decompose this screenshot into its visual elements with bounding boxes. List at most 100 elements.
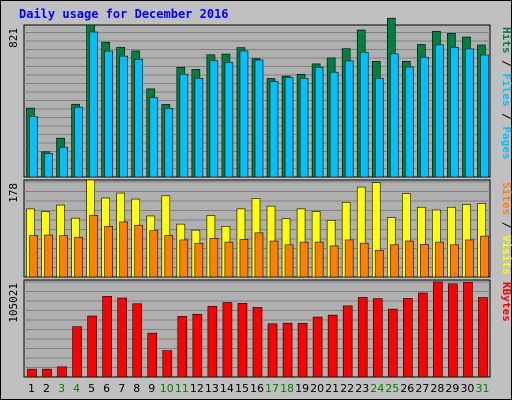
x-tick-label: 12 [190,382,204,395]
kbytes-kbytes-bar [357,297,368,378]
visits-sites-bar [284,244,294,278]
visits-sites-bar [480,235,489,278]
kbytes-kbytes-bar [433,281,443,378]
kbytes-kbytes-bar [57,366,67,378]
visits-sites-bar [179,239,189,278]
kbytes-kbytes-bar [463,281,473,378]
x-tick-label: 10 [160,382,174,395]
x-tick-label: 19 [295,382,309,395]
visits-sites-bar [104,226,113,278]
visits-legend-part: Sites [500,182,512,215]
hits-files-bar [164,108,174,178]
visits-sites-bar [74,236,83,278]
visits-sites-bar [405,240,414,278]
visits-sites-bar [344,239,354,278]
kbytes-kbytes-bar [42,368,52,378]
x-tick-label: 9 [148,382,155,395]
x-tick-label: 17 [265,382,279,395]
visits-sites-bar [164,235,174,278]
hits-files-bar [284,77,294,178]
visits-sites-bar [29,235,38,278]
kbytes-kbytes-bar [177,316,188,378]
kbytes-kbytes-bar [102,296,112,378]
kbytes-kbytes-bar [327,314,338,378]
kbytes-kbytes-bar [87,315,97,378]
visits-sites-bar [329,245,339,278]
x-tick-label: 23 [355,382,369,395]
hits-files-bar [344,60,354,178]
kbytes-kbytes-bar [282,322,293,378]
hits-legend-part: Files [500,73,512,106]
visits-sites-bar [269,240,279,278]
visits-sites-bar [119,221,128,278]
hits-files-bar [29,116,38,178]
x-tick-label: 30 [460,382,474,395]
kbytes-kbytes-bar [312,316,323,378]
x-tick-label: 8 [133,382,140,395]
hits-files-bar [224,62,234,178]
x-tick-label: 22 [340,382,354,395]
hits-files-bar [389,53,399,178]
hits-files-bar [179,73,189,178]
visits-sites-bar [239,239,249,278]
kbytes-kbytes-bar [72,326,82,378]
x-tick-label: 15 [235,382,249,395]
x-tick-label: 1 [28,382,35,395]
hits-files-bar [420,56,429,178]
hits-legend-part: Pages [500,126,512,159]
x-tick-label: 2 [43,382,50,395]
visits-sites-bar [44,234,53,278]
x-tick-label: 20 [310,382,324,395]
kbytes-kbytes-bar [297,323,308,378]
kbytes-kbytes-bar [448,283,458,378]
x-tick-label: 28 [430,382,444,395]
hits-files-bar [104,50,113,178]
hits-files-bar [435,44,444,178]
kbytes-kbytes-bar [147,332,158,378]
hits-files-bar [269,81,279,178]
x-tick-label: 6 [103,382,110,395]
visits-legend-part: / [500,215,512,235]
kbytes-kbytes-bar [192,313,203,378]
kbytes-kbytes-bar [387,308,398,378]
hits-files-bar [359,51,369,178]
hits-files-bar [74,106,83,178]
hits-files-bar [465,48,474,178]
visits-sites-bar [224,241,234,278]
visits-sites-bar [194,242,204,278]
kbytes-kbytes-bar [267,323,278,378]
kbytes-kbytes-bar [222,302,233,378]
kbytes-ymax-label: 105021 [7,283,20,323]
x-tick-label: 21 [325,382,339,395]
visits-legend-label: Sites / Visits [500,182,512,275]
visits-sites-bar [420,244,429,278]
hits-files-bar [59,146,68,178]
visits-sites-bar [450,244,459,278]
hits-files-bar [374,78,384,178]
x-tick-label: 7 [118,382,125,395]
hits-files-bar [89,31,98,178]
kbytes-legend-label: KBytes [500,282,512,322]
x-tick-label: 3 [58,382,65,395]
hits-files-bar [450,46,459,178]
visits-sites-bar [209,238,219,278]
x-tick-label: 16 [250,382,264,395]
visits-sites-bar [374,249,384,278]
kbytes-kbytes-bar [478,297,488,378]
hits-files-bar [149,97,159,178]
x-tick-label: 25 [385,382,399,395]
hits-files-bar [44,153,53,178]
hits-legend-part: / [500,54,512,74]
visits-sites-bar [314,241,324,278]
kbytes-kbytes-bar [237,303,248,378]
visits-sites-bar [254,232,264,278]
visits-sites-bar [134,224,144,278]
kbytes-kbytes-bar [418,292,428,378]
hits-legend-part: Hits [500,27,512,54]
visits-sites-bar [465,239,474,278]
kbytes-kbytes-bar [372,298,383,378]
hits-files-bar [194,78,204,178]
x-tick-label: 29 [445,382,459,395]
visits-sites-bar [359,242,369,278]
